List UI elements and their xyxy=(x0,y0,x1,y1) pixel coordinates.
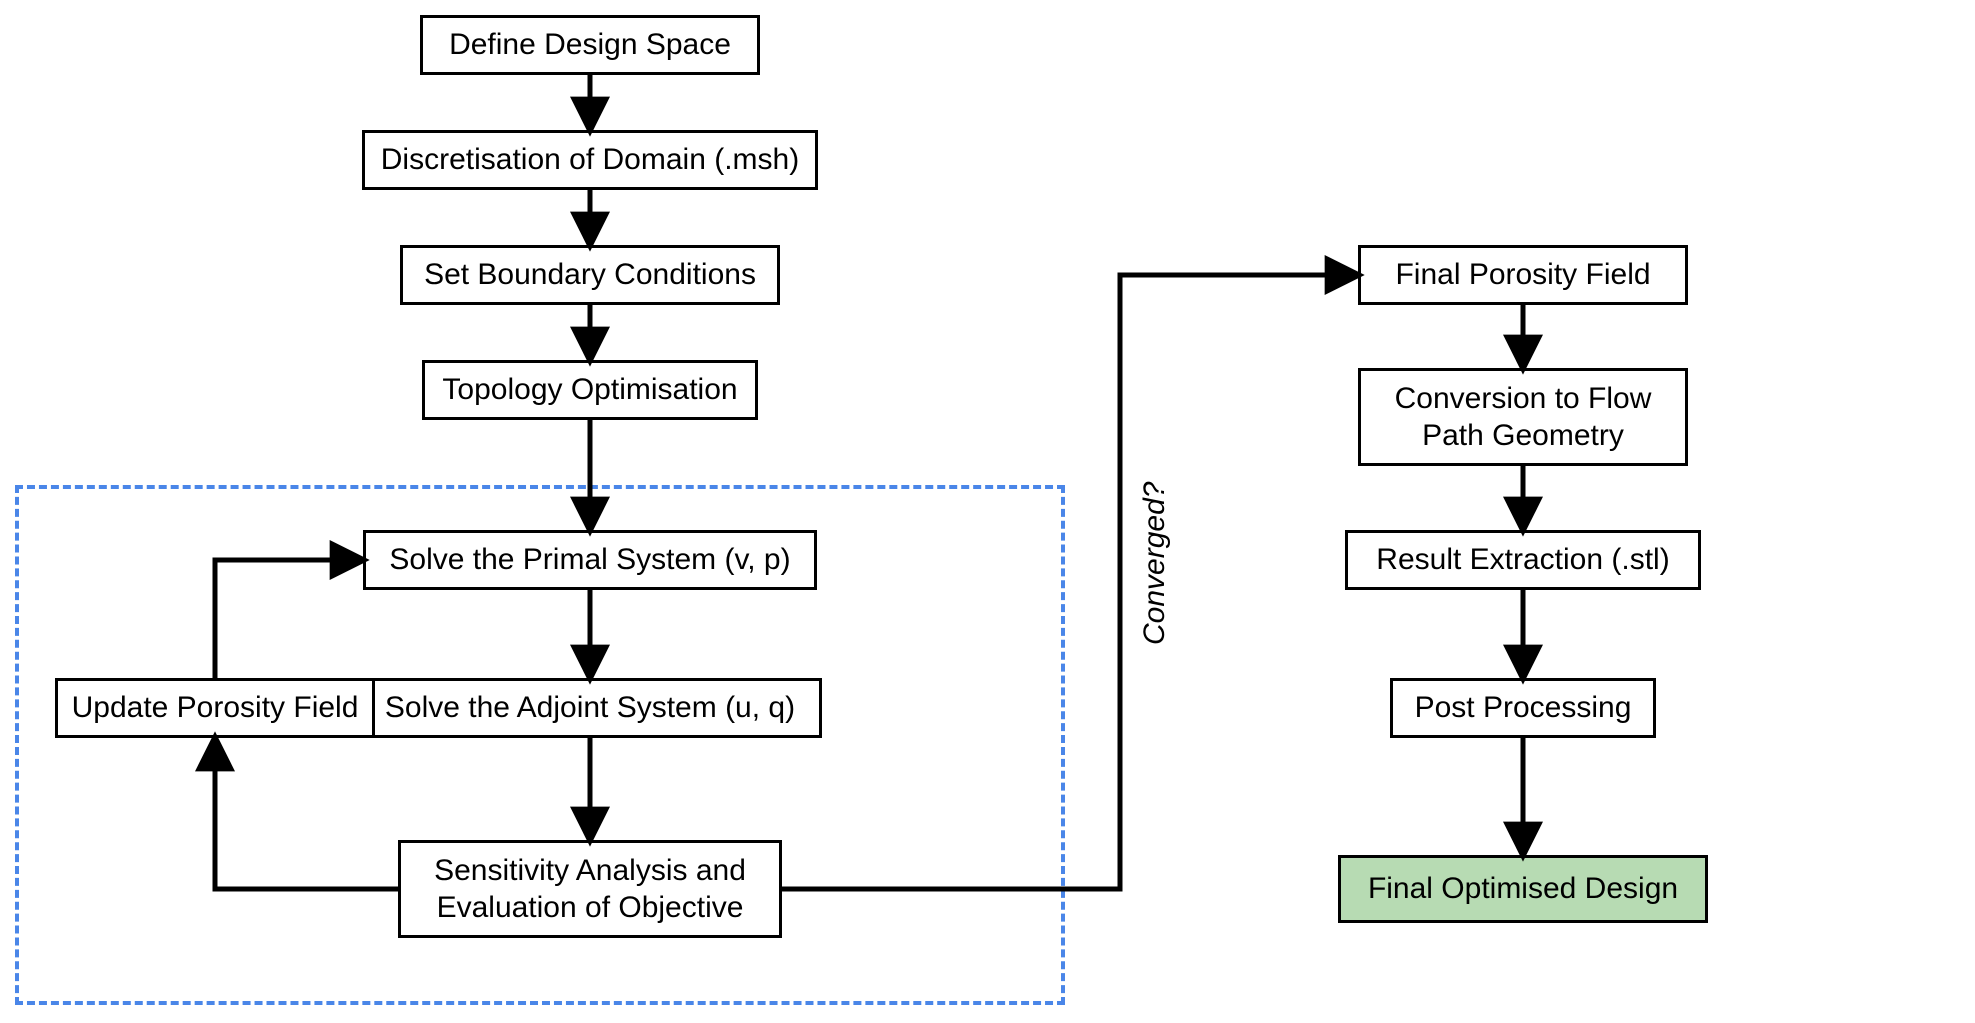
converged-text: Converged? xyxy=(1138,482,1171,645)
box-result-extraction: Result Extraction (.stl) xyxy=(1345,530,1701,590)
box-sensitivity-analysis: Sensitivity Analysis and Evaluation of O… xyxy=(398,840,782,938)
box-discretisation: Discretisation of Domain (.msh) xyxy=(362,130,818,190)
box-label: Set Boundary Conditions xyxy=(424,256,756,294)
box-label: Final Porosity Field xyxy=(1395,256,1650,294)
box-topology-optimisation: Topology Optimisation xyxy=(422,360,758,420)
box-define-design-space: Define Design Space xyxy=(420,15,760,75)
converged-label: Converged? xyxy=(1138,485,1170,645)
box-boundary-conditions: Set Boundary Conditions xyxy=(400,245,780,305)
box-label: Sensitivity Analysis and Evaluation of O… xyxy=(413,852,767,927)
box-label: Solve the Adjoint System (u, q) xyxy=(385,689,795,727)
box-solve-primal: Solve the Primal System (v, p) xyxy=(363,530,817,590)
box-label: Topology Optimisation xyxy=(442,371,737,409)
box-conversion-flow-path: Conversion to Flow Path Geometry xyxy=(1358,368,1688,466)
box-final-optimised-design: Final Optimised Design xyxy=(1338,855,1708,923)
box-label: Result Extraction (.stl) xyxy=(1376,541,1669,579)
box-label: Post Processing xyxy=(1415,689,1632,727)
box-label: Final Optimised Design xyxy=(1368,870,1678,908)
box-label: Solve the Primal System (v, p) xyxy=(389,541,790,579)
box-update-porosity: Update Porosity Field xyxy=(55,678,375,738)
box-solve-adjoint: Solve the Adjoint System (u, q) xyxy=(358,678,822,738)
box-label: Discretisation of Domain (.msh) xyxy=(381,141,799,179)
box-label: Define Design Space xyxy=(449,26,731,64)
box-final-porosity-field: Final Porosity Field xyxy=(1358,245,1688,305)
box-post-processing: Post Processing xyxy=(1390,678,1656,738)
box-label: Conversion to Flow Path Geometry xyxy=(1373,380,1673,455)
box-label: Update Porosity Field xyxy=(72,689,359,727)
flowchart-canvas: Define Design Space Discretisation of Do… xyxy=(0,0,1975,1023)
